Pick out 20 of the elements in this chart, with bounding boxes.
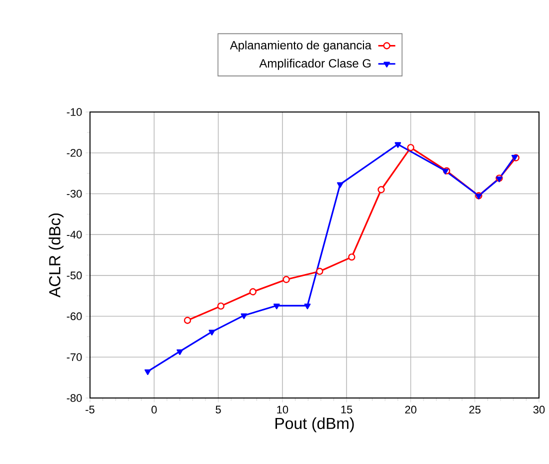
x-tick-label: 25 bbox=[469, 406, 480, 414]
x-tick-label: 15 bbox=[341, 406, 352, 414]
y-tick-label: -60 bbox=[66, 312, 82, 320]
x-tick-label: 20 bbox=[405, 406, 416, 414]
y-tick-label: -30 bbox=[66, 190, 82, 198]
y-tick-label: -10 bbox=[66, 108, 82, 116]
x-tick-label: -5 bbox=[86, 406, 94, 414]
y-tick-label: -40 bbox=[66, 230, 82, 238]
y-tick-label: -70 bbox=[66, 353, 82, 362]
legend-label: Aplanamiento de ganancia bbox=[230, 40, 372, 52]
x-tick-label: 5 bbox=[216, 406, 221, 414]
x-tick-label: 10 bbox=[277, 406, 288, 414]
y-tick-label: -50 bbox=[66, 272, 82, 280]
x-tick-label: 30 bbox=[533, 406, 545, 414]
x-tick-label: 0 bbox=[152, 406, 157, 414]
x-axis-title: Pout (dBm) bbox=[276, 417, 354, 432]
y-tick-label: -80 bbox=[66, 394, 82, 402]
y-tick-label: -20 bbox=[66, 148, 82, 157]
y-axis-title: ACLR (dBc) bbox=[48, 214, 64, 298]
legend-label: Amplificador Clase G bbox=[259, 58, 371, 70]
